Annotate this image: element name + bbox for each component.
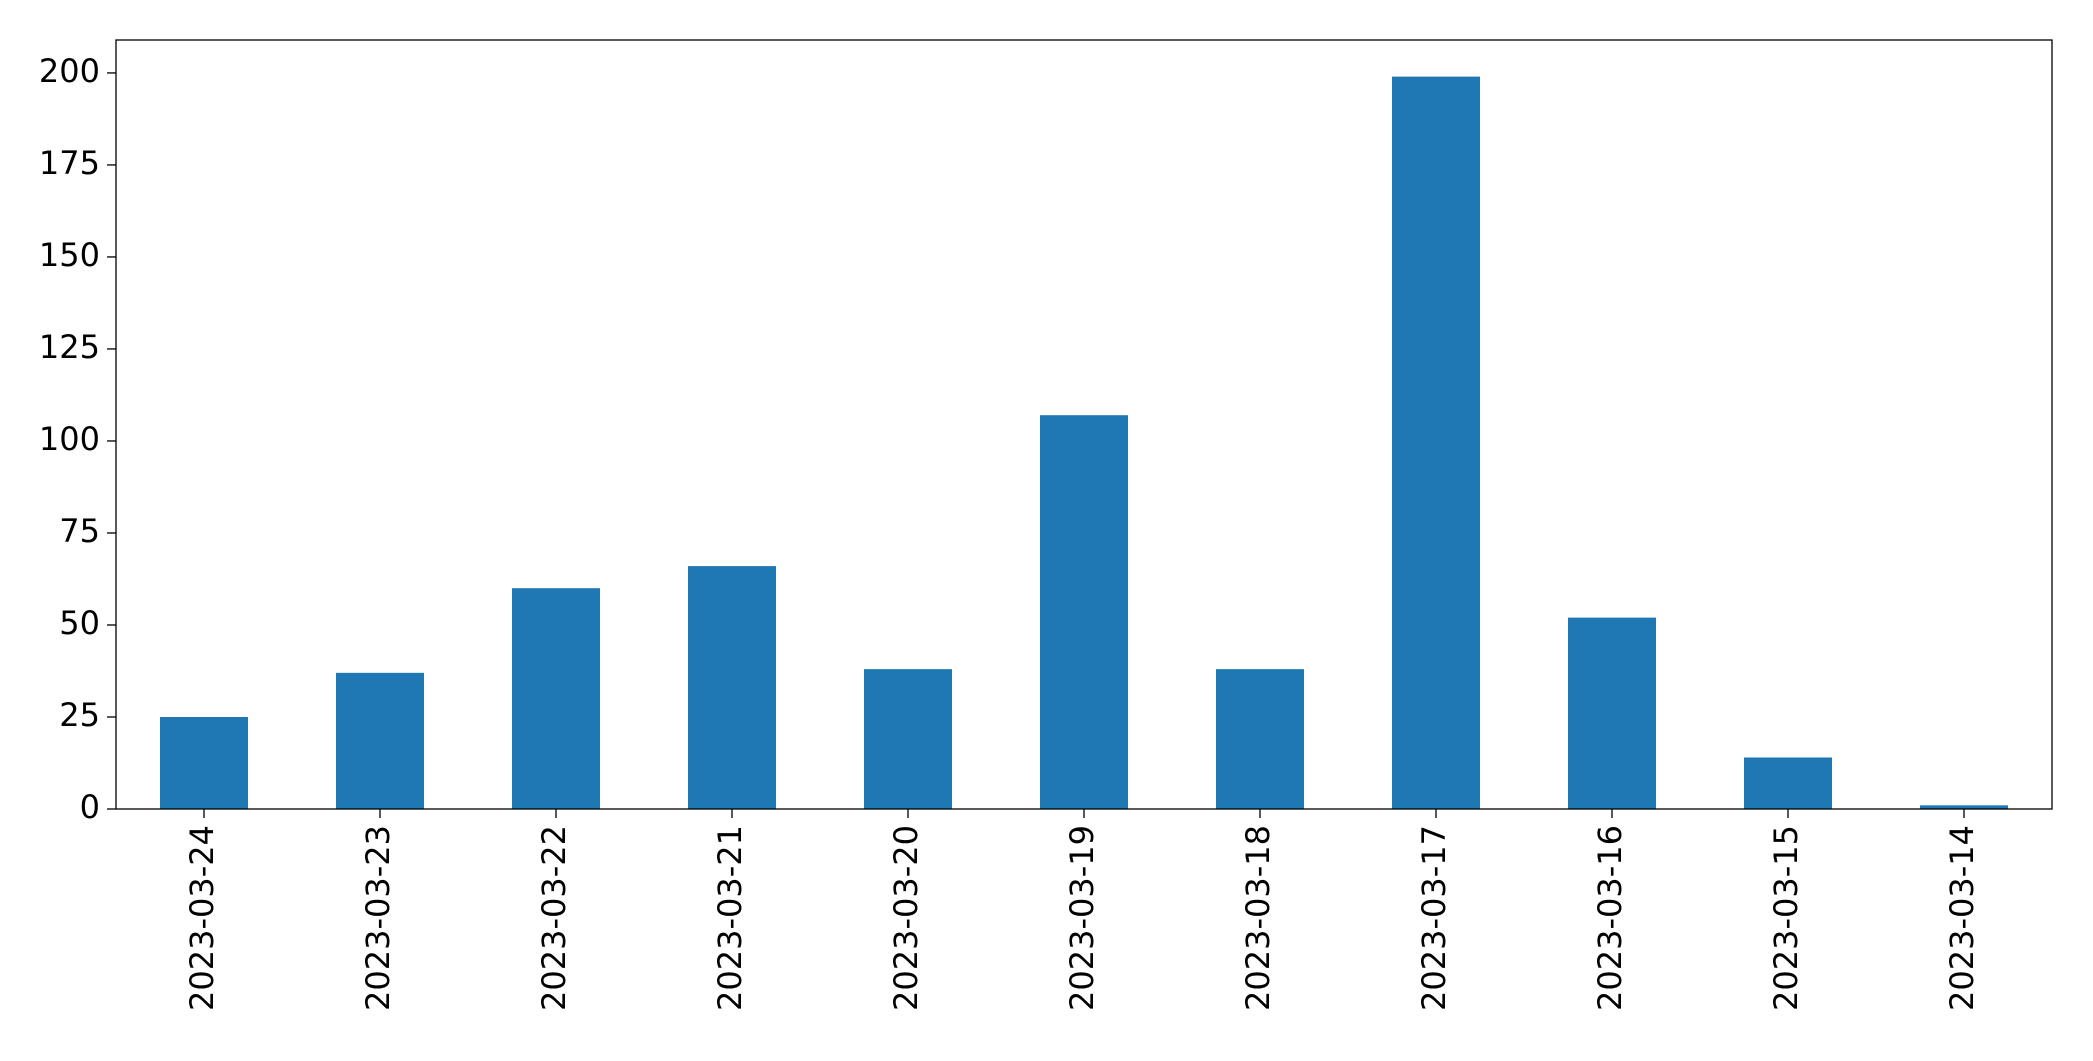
bar bbox=[864, 669, 952, 809]
y-tick-label: 125 bbox=[39, 328, 100, 366]
bar bbox=[512, 588, 600, 809]
x-tick-label: 2023-03-20 bbox=[887, 825, 925, 1011]
bar bbox=[1216, 669, 1304, 809]
y-tick-label: 0 bbox=[80, 788, 100, 826]
x-tick-label: 2023-03-19 bbox=[1063, 825, 1101, 1011]
y-tick-label: 25 bbox=[59, 696, 100, 734]
y-tick-label: 150 bbox=[39, 236, 100, 274]
bar bbox=[160, 716, 248, 809]
y-tick-label: 175 bbox=[39, 144, 100, 182]
x-tick-label: 2023-03-15 bbox=[1767, 825, 1805, 1011]
x-tick-label: 2023-03-22 bbox=[535, 825, 573, 1011]
bar bbox=[1920, 805, 2008, 809]
bar bbox=[1568, 617, 1656, 809]
bar bbox=[1392, 76, 1480, 810]
bar bbox=[688, 566, 776, 809]
y-tick-label: 50 bbox=[59, 604, 100, 642]
y-tick-label: 200 bbox=[39, 52, 100, 90]
x-tick-label: 2023-03-14 bbox=[1943, 825, 1981, 1011]
x-tick-label: 2023-03-17 bbox=[1415, 825, 1453, 1011]
x-tick-label: 2023-03-23 bbox=[359, 825, 397, 1011]
bar bbox=[1744, 757, 1832, 809]
x-tick-label: 2023-03-21 bbox=[711, 825, 749, 1011]
plot-frame bbox=[115, 39, 2053, 810]
x-tick-label: 2023-03-16 bbox=[1591, 825, 1629, 1011]
bar bbox=[336, 672, 424, 809]
x-tick-label: 2023-03-24 bbox=[183, 825, 221, 1011]
y-tick-label: 75 bbox=[59, 512, 100, 550]
y-tick-label: 100 bbox=[39, 420, 100, 458]
bar bbox=[1040, 415, 1128, 809]
x-tick-label: 2023-03-18 bbox=[1239, 825, 1277, 1011]
